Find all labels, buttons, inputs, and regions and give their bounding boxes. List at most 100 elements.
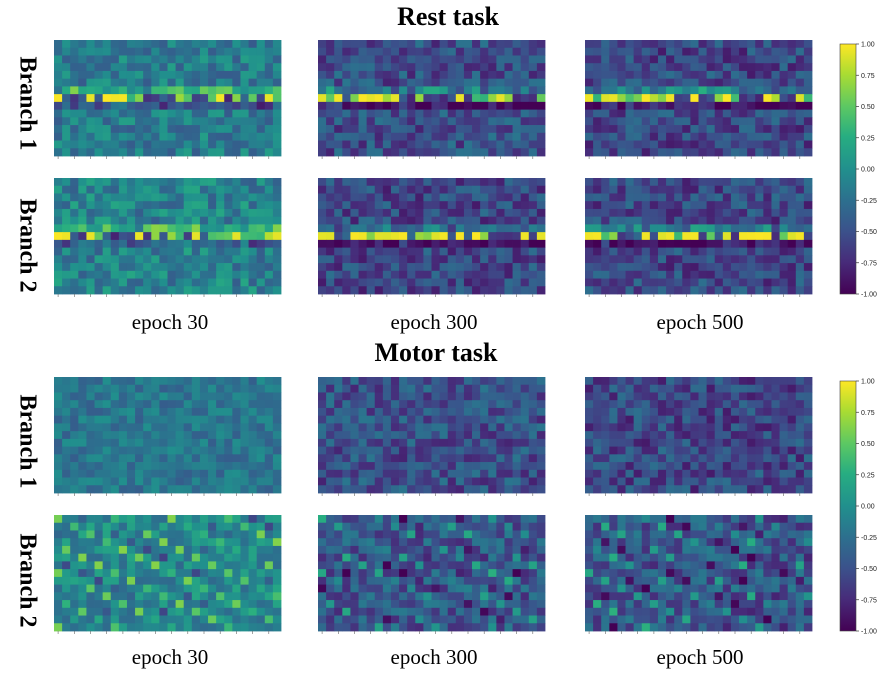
heatmap-cell	[143, 569, 152, 578]
heatmap-cell	[208, 201, 217, 210]
heatmap-cell	[649, 415, 659, 424]
heatmap-cell	[54, 431, 63, 440]
heatmap-cell	[78, 239, 87, 248]
heatmap-cell	[374, 109, 384, 118]
heatmap-cell	[256, 63, 266, 72]
heatmap-cell	[110, 423, 120, 432]
heatmap-cell	[78, 70, 87, 80]
heatmap-cell	[585, 78, 594, 87]
heatmap-cell	[183, 407, 193, 417]
heatmap-cell	[666, 477, 675, 486]
heatmap-cell	[86, 515, 95, 524]
heatmap-cell	[755, 377, 764, 386]
heatmap-cell	[520, 415, 530, 424]
heatmap-cell	[641, 255, 651, 264]
heatmap-cell	[739, 63, 748, 72]
heatmap-cell	[415, 201, 424, 210]
heatmap-cell	[199, 415, 209, 424]
heatmap-cell	[706, 216, 716, 225]
heatmap-cell	[390, 592, 400, 601]
heatmap-cell	[318, 193, 327, 202]
heatmap-cell	[674, 392, 683, 401]
heatmap-cell	[135, 400, 144, 409]
heatmap-cell	[641, 178, 651, 187]
heatmap-cell	[641, 232, 651, 241]
heatmap-cell	[609, 545, 618, 555]
heatmap-cell	[326, 423, 335, 432]
heatmap-cell	[803, 415, 813, 424]
heatmap-cell	[657, 178, 667, 187]
heatmap-cell	[763, 538, 772, 547]
heatmap-cell	[666, 201, 675, 210]
heatmap-cell	[366, 178, 376, 187]
heatmap-cell	[674, 415, 683, 424]
heatmap-cell	[135, 125, 144, 134]
heatmap-cell	[690, 94, 699, 103]
heatmap-cell	[62, 515, 71, 524]
heatmap-cell	[102, 615, 112, 624]
heatmap-cell	[520, 569, 530, 578]
heatmap-cell	[763, 278, 772, 287]
heatmap-cell	[593, 263, 602, 272]
heatmap-cell	[536, 255, 546, 264]
heatmap-cell	[480, 140, 489, 149]
heatmap-cell	[601, 55, 610, 64]
heatmap-cell	[334, 530, 343, 539]
heatmap-cell	[480, 392, 489, 401]
heatmap-cell	[151, 78, 160, 87]
heatmap-cell	[512, 55, 522, 64]
heatmap-cell	[585, 477, 594, 486]
heatmap-cell	[755, 462, 764, 471]
heatmap-cell	[350, 178, 359, 187]
heatmap-cell	[135, 178, 144, 187]
heatmap-cell	[118, 454, 128, 463]
heatmap-cell	[334, 148, 343, 157]
heatmap-cell	[585, 569, 594, 578]
heatmap-cell	[447, 377, 457, 386]
heatmap-cell	[585, 263, 594, 272]
heatmap-cell	[674, 185, 683, 194]
heatmap-cell	[496, 600, 505, 609]
heatmap-cell	[143, 423, 152, 432]
heatmap-cell	[342, 270, 351, 279]
heatmap-cell	[682, 462, 691, 471]
heatmap-cell	[617, 286, 626, 295]
heatmap-cell	[585, 286, 594, 295]
heatmap-cell	[795, 125, 805, 134]
heatmap-cell	[374, 623, 384, 632]
heatmap-cell	[407, 224, 416, 233]
heatmap-cell	[232, 584, 241, 593]
heatmap-cell	[135, 94, 144, 103]
heatmap-cell	[62, 125, 71, 134]
heatmap-cell	[706, 530, 716, 539]
heatmap-cell	[674, 286, 683, 295]
heatmap-cell	[390, 78, 400, 87]
heatmap-cell	[536, 247, 546, 256]
heatmap-cell	[439, 584, 449, 593]
heatmap-cell	[617, 94, 626, 103]
heatmap-cell	[216, 438, 225, 447]
heatmap-cell	[480, 255, 489, 264]
heatmap-cell	[431, 47, 441, 56]
heatmap-cell	[183, 584, 193, 593]
heatmap-cell	[374, 216, 384, 225]
heatmap-cell	[431, 530, 441, 539]
heatmap-cell	[326, 407, 335, 417]
heatmap-cell	[601, 462, 610, 471]
heatmap-cell	[334, 125, 343, 134]
heatmap-cell	[415, 485, 424, 494]
heatmap-cell	[183, 286, 193, 295]
heatmap-cell	[536, 216, 546, 225]
heatmap-cell	[382, 278, 392, 287]
heatmap-cell	[722, 140, 732, 149]
heatmap-cell	[633, 40, 643, 49]
heatmap-cell	[135, 216, 144, 225]
heatmap-cell	[264, 415, 274, 424]
heatmap-cell	[232, 94, 241, 103]
heatmap-cell	[706, 224, 716, 233]
heatmap-cell	[358, 70, 368, 80]
heatmap-cell	[472, 208, 481, 218]
heatmap-cell	[593, 438, 602, 447]
heatmap-cell	[463, 185, 473, 194]
heatmap-cell	[504, 148, 513, 157]
